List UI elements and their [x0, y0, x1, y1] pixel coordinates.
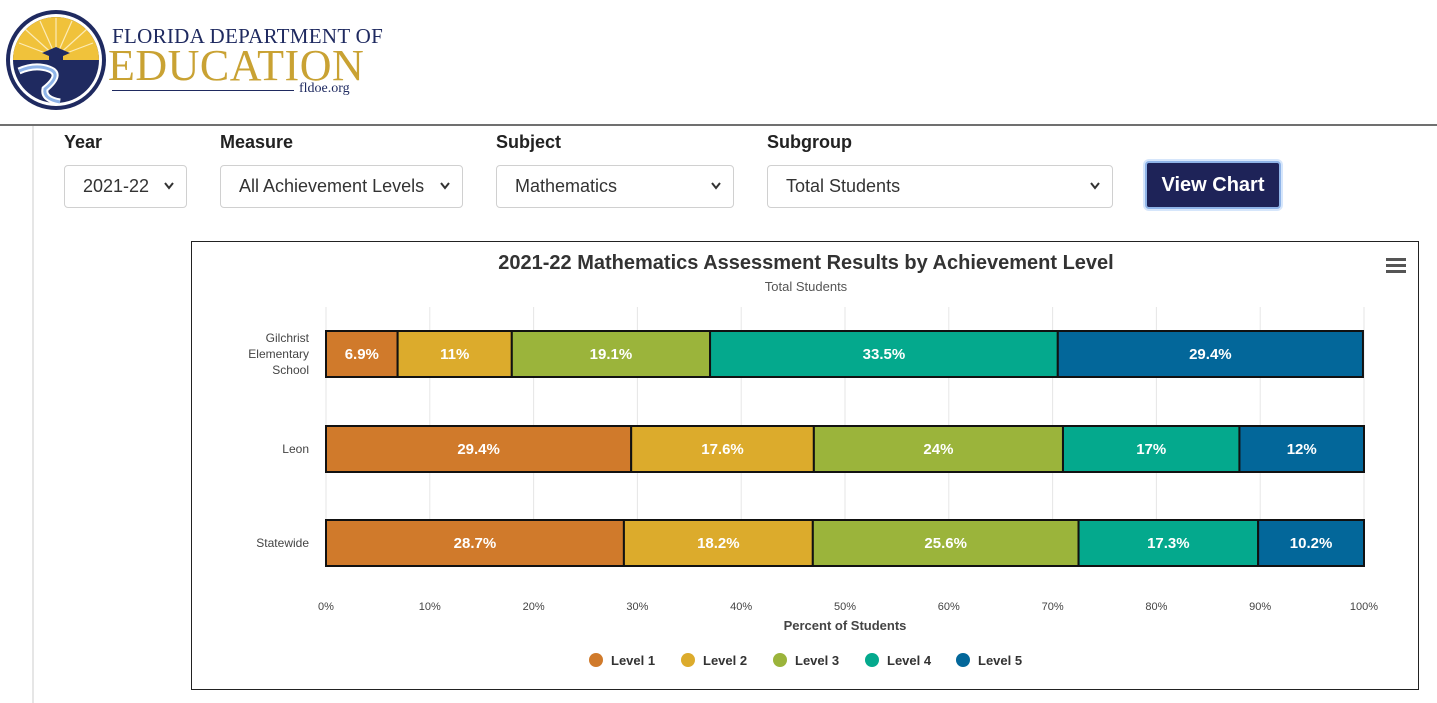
- bar-segment[interactable]: [622, 519, 814, 567]
- x-tick-label: 90%: [1249, 601, 1271, 613]
- legend-label: Level 4: [887, 653, 932, 668]
- data-label: 10.2%: [1290, 535, 1333, 552]
- data-label: 17%: [1136, 441, 1166, 458]
- chevron-down-icon: [711, 182, 721, 190]
- hamburger-menu-icon[interactable]: [1386, 258, 1406, 273]
- data-label: 19.1%: [590, 346, 633, 363]
- legend-marker: [865, 653, 879, 667]
- data-label: 33.5%: [863, 346, 906, 363]
- subject-label: Subject: [496, 132, 562, 152]
- chart-legend: Level 1 Level 2 Level 3 Level 4 Level 5: [589, 653, 1022, 668]
- x-tick-label: 100%: [1350, 601, 1378, 613]
- left-divider: [32, 126, 34, 703]
- year-select[interactable]: 2021-22: [64, 165, 187, 208]
- subgroup-select-value: Total Students: [786, 176, 901, 196]
- legend-label: Level 5: [978, 653, 1022, 668]
- data-label: 11%: [440, 346, 469, 363]
- legend-item[interactable]: Level 4: [865, 653, 932, 668]
- chart-bars: 6.9% 11% 19.1% 33.5% 29.4% 29.4% 17.6% 24% 17% 12…: [325, 330, 1366, 567]
- data-label: 29.4%: [457, 441, 500, 458]
- data-label: 29.4%: [1189, 346, 1232, 363]
- brand-divider: [112, 90, 294, 91]
- data-label: 12%: [1287, 441, 1317, 458]
- fldoe-seal-logo[interactable]: [5, 9, 107, 111]
- legend-item[interactable]: Level 3: [773, 653, 839, 668]
- x-tick-label: 30%: [626, 601, 648, 613]
- legend-marker: [681, 653, 695, 667]
- legend-item[interactable]: Level 5: [956, 653, 1022, 668]
- data-label: 25.6%: [924, 535, 967, 552]
- x-tick-label: 50%: [834, 601, 856, 613]
- chart-title: 2021-22 Mathematics Assessment Results b…: [498, 252, 1113, 274]
- stacked-bar-chart: 2021-22 Mathematics Assessment Results b…: [248, 252, 1406, 668]
- chart-category-labels: Gilchrist Elementary School Leon Statewide: [248, 331, 309, 550]
- category-label: Statewide: [256, 536, 309, 550]
- x-tick-label: 60%: [938, 601, 960, 613]
- measure-label: Measure: [220, 132, 294, 152]
- x-tick-label: 80%: [1145, 601, 1167, 613]
- chart-x-tick-labels: 0% 10% 20% 30% 40% 50% 60% 70% 80% 90% 100%: [318, 601, 1378, 613]
- data-label: 24%: [923, 441, 953, 458]
- data-label: 18.2%: [697, 535, 740, 552]
- view-chart-button[interactable]: View Chart: [1145, 161, 1281, 209]
- bar-segment[interactable]: [1056, 330, 1364, 378]
- site-header: FLORIDA DEPARTMENT OF EDUCATION fldoe.or…: [0, 0, 1437, 126]
- bar-segment[interactable]: [325, 519, 625, 567]
- bar-segment[interactable]: [709, 330, 1059, 378]
- bar-segment[interactable]: [1238, 425, 1365, 473]
- bar-segment[interactable]: [1257, 519, 1366, 567]
- x-axis-title: Percent of Students: [784, 618, 907, 633]
- legend-marker: [956, 653, 970, 667]
- legend-label: Level 1: [611, 653, 655, 668]
- data-label: 17.6%: [701, 441, 744, 458]
- subgroup-label: Subgroup: [767, 132, 852, 152]
- legend-marker: [773, 653, 787, 667]
- bar-segment[interactable]: [510, 330, 712, 378]
- x-tick-label: 70%: [1042, 601, 1064, 613]
- x-tick-label: 0%: [318, 601, 334, 613]
- x-tick-label: 10%: [419, 601, 441, 613]
- data-label: 28.7%: [454, 535, 497, 552]
- data-label: 6.9%: [345, 346, 379, 363]
- chevron-down-icon: [440, 182, 450, 190]
- chart-subtitle: Total Students: [765, 279, 848, 294]
- chart-container: 2021-22 Mathematics Assessment Results b…: [191, 241, 1419, 690]
- year-label: Year: [64, 132, 103, 152]
- measure-select[interactable]: All Achievement Levels: [220, 165, 463, 208]
- category-label: Gilchrist Elementary School: [248, 331, 309, 377]
- x-tick-label: 20%: [523, 601, 545, 613]
- bar-segment[interactable]: [325, 425, 633, 473]
- bar-segment[interactable]: [325, 330, 399, 378]
- data-label: 17.3%: [1147, 535, 1190, 552]
- measure-select-value: All Achievement Levels: [239, 176, 425, 196]
- bar-segment[interactable]: [1077, 519, 1260, 567]
- legend-item[interactable]: Level 2: [681, 653, 747, 668]
- brand-name-line1: FLORIDA DEPARTMENT OF: [112, 24, 384, 48]
- legend-label: Level 2: [703, 653, 747, 668]
- legend-label: Level 3: [795, 653, 839, 668]
- chevron-down-icon: [1090, 182, 1100, 190]
- bar-segment[interactable]: [811, 519, 1080, 567]
- brand-name-line2: EDUCATION: [108, 41, 365, 90]
- bar-segment[interactable]: [812, 425, 1064, 473]
- year-select-value: 2021-22: [83, 176, 150, 196]
- bar-segment[interactable]: [396, 330, 513, 378]
- category-label: Leon: [282, 442, 309, 456]
- legend-item[interactable]: Level 1: [589, 653, 655, 668]
- subject-select-value: Mathematics: [515, 176, 618, 196]
- chevron-down-icon: [164, 182, 174, 190]
- x-tick-label: 40%: [730, 601, 752, 613]
- subject-select[interactable]: Mathematics: [496, 165, 734, 208]
- brand-url[interactable]: fldoe.org: [299, 81, 350, 96]
- legend-marker: [589, 653, 603, 667]
- subgroup-select[interactable]: Total Students: [767, 165, 1113, 208]
